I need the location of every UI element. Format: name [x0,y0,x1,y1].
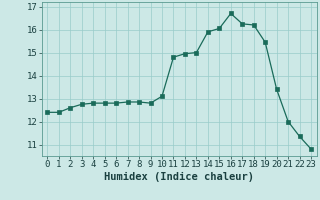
X-axis label: Humidex (Indice chaleur): Humidex (Indice chaleur) [104,172,254,182]
